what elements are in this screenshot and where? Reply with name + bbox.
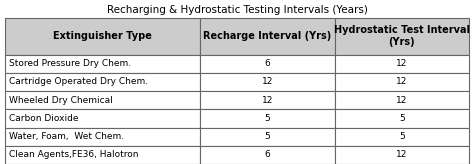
Bar — [5, 109, 200, 127]
Text: Wheeled Dry Chemical: Wheeled Dry Chemical — [9, 96, 112, 105]
Bar — [5, 146, 200, 164]
Text: Extinguisher Type: Extinguisher Type — [53, 31, 152, 41]
Text: 12: 12 — [262, 77, 273, 86]
Text: 5: 5 — [399, 132, 405, 141]
Text: Recharging & Hydrostatic Testing Intervals (Years): Recharging & Hydrostatic Testing Interva… — [107, 5, 367, 15]
Text: Stored Pressure Dry Chem.: Stored Pressure Dry Chem. — [9, 59, 131, 68]
Text: 6: 6 — [264, 59, 270, 68]
Bar — [200, 91, 335, 109]
Bar — [200, 18, 335, 54]
Text: 12: 12 — [396, 77, 408, 86]
Bar — [335, 91, 469, 109]
Bar — [335, 54, 469, 73]
Text: 5: 5 — [264, 114, 270, 123]
Bar — [335, 18, 469, 54]
Bar — [5, 54, 200, 73]
Text: 12: 12 — [262, 96, 273, 105]
Bar — [200, 109, 335, 127]
Bar — [335, 73, 469, 91]
Bar — [5, 73, 200, 91]
Text: Water, Foam,  Wet Chem.: Water, Foam, Wet Chem. — [9, 132, 124, 141]
Bar — [335, 109, 469, 127]
Text: 5: 5 — [264, 132, 270, 141]
Text: 6: 6 — [264, 150, 270, 159]
Text: Cartridge Operated Dry Chem.: Cartridge Operated Dry Chem. — [9, 77, 148, 86]
Bar — [200, 73, 335, 91]
Text: Recharge Interval (Yrs): Recharge Interval (Yrs) — [203, 31, 331, 41]
Bar — [200, 146, 335, 164]
Bar — [5, 127, 200, 146]
Text: 5: 5 — [399, 114, 405, 123]
Bar — [5, 18, 200, 54]
Bar — [200, 127, 335, 146]
Text: 12: 12 — [396, 150, 408, 159]
Bar — [5, 91, 200, 109]
Bar — [200, 54, 335, 73]
Text: 12: 12 — [396, 59, 408, 68]
Text: Clean Agents,FE36, Halotron: Clean Agents,FE36, Halotron — [9, 150, 138, 159]
Text: Hydrostatic Test Interval
(Yrs): Hydrostatic Test Interval (Yrs) — [334, 25, 470, 47]
Bar — [335, 127, 469, 146]
Text: Carbon Dioxide: Carbon Dioxide — [9, 114, 78, 123]
Bar — [335, 146, 469, 164]
Text: 12: 12 — [396, 96, 408, 105]
